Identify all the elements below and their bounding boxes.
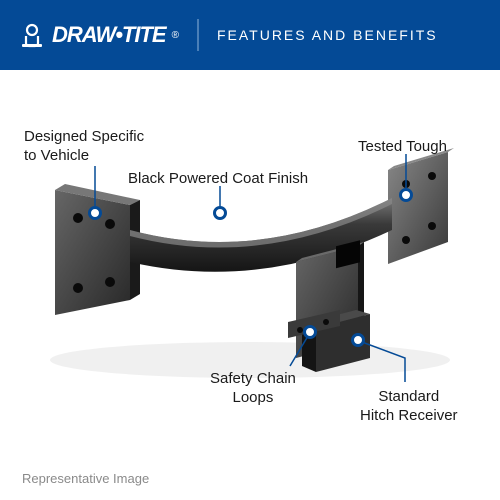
brand-name: DRAW•TITE <box>52 22 166 48</box>
callout-chain: Safety ChainLoops <box>210 370 296 408</box>
footer-note: Representative Image <box>22 471 149 486</box>
marker-tested <box>399 188 413 202</box>
brand-logo: DRAW•TITE ® <box>18 21 179 49</box>
callout-standard: StandardHitch Receiver <box>360 388 458 426</box>
header-title: FEATURES AND BENEFITS <box>217 27 438 43</box>
marker-finish <box>213 206 227 220</box>
hitch-ball-icon <box>18 21 46 49</box>
marker-chain <box>303 325 317 339</box>
marker-designed <box>88 206 102 220</box>
registered-icon: ® <box>172 30 179 41</box>
diagram-stage: Representative Image Designed Specificto… <box>0 70 500 500</box>
header-divider <box>197 19 199 51</box>
callout-designed: Designed Specificto Vehicle <box>24 128 144 166</box>
callout-tested: Tested Tough <box>358 138 447 157</box>
callout-finish: Black Powered Coat Finish <box>128 170 308 189</box>
header-bar: DRAW•TITE ® FEATURES AND BENEFITS <box>0 0 500 70</box>
marker-standard <box>351 333 365 347</box>
